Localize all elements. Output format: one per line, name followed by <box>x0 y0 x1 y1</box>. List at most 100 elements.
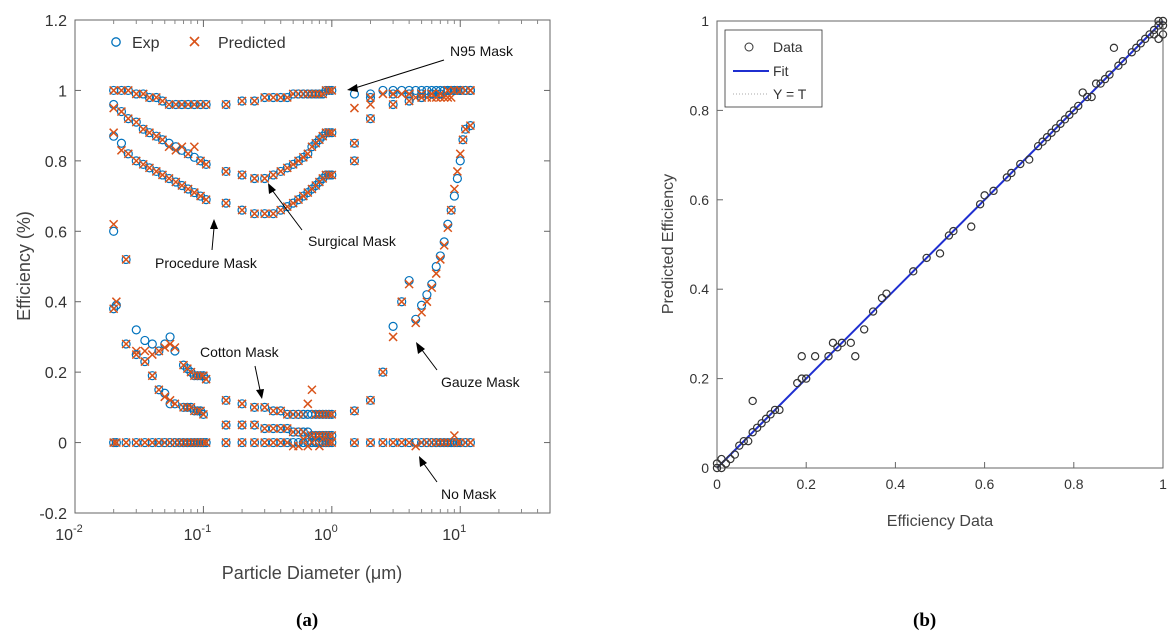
exp-point <box>416 437 427 448</box>
exp-point <box>422 290 432 300</box>
data-point <box>802 374 811 383</box>
plot-frame-a <box>74 19 551 514</box>
data-point <box>1007 168 1016 178</box>
annotation-gauze: Gauze Mask <box>441 374 521 390</box>
exp-point <box>198 437 209 448</box>
exp-point <box>455 85 465 96</box>
exp-point <box>446 205 456 215</box>
exp-point <box>237 437 247 448</box>
legend-identity-label: Y = T <box>773 86 807 102</box>
predicted-point <box>314 409 324 419</box>
predicted-point <box>131 350 141 360</box>
arrow-gauze <box>421 349 438 371</box>
predicted-point <box>121 339 131 349</box>
exp-point <box>455 156 465 166</box>
predicted-point <box>249 438 260 448</box>
predicted-point <box>435 254 445 264</box>
exp-point <box>116 85 127 96</box>
data-point <box>1114 61 1123 70</box>
data-point <box>1145 30 1154 39</box>
exp-point <box>221 420 231 430</box>
predicted-point <box>349 438 359 448</box>
predicted-point <box>165 395 175 405</box>
axis-ticks-b: 0 0.2 0.4 0.6 0.8 1 0 0.2 0.4 0.6 0.8 1 <box>690 13 1168 492</box>
exp-point <box>160 437 170 448</box>
data-point <box>810 352 820 361</box>
predicted-point <box>446 205 456 215</box>
predicted-point <box>268 438 278 448</box>
exp-point <box>303 149 313 159</box>
exp-point <box>288 427 298 437</box>
exp-point <box>147 371 157 381</box>
data-point <box>1078 88 1087 97</box>
data-point <box>868 307 878 316</box>
exp-point <box>221 99 231 110</box>
data-point <box>837 338 847 348</box>
data-point <box>1149 25 1159 35</box>
exp-point <box>465 437 476 448</box>
predicted-point <box>282 92 292 103</box>
data-point <box>1140 34 1150 44</box>
exp-point <box>109 226 119 236</box>
predicted-point <box>465 85 475 95</box>
data-point <box>935 249 945 258</box>
exp-point <box>198 409 209 419</box>
exp-point <box>249 437 260 448</box>
predicted-point <box>439 240 449 250</box>
predicted-point <box>109 103 119 113</box>
exp-point <box>121 339 131 349</box>
predicted-point <box>404 279 414 289</box>
data-point <box>748 396 757 406</box>
y-tick-label-a: -0.2 <box>39 506 67 523</box>
x-tick-label-b: 0.8 <box>1064 476 1084 492</box>
predicted-point <box>324 85 334 95</box>
x-tick-label-b: 0.4 <box>886 476 906 492</box>
data-point <box>770 405 780 415</box>
exp-point <box>324 128 334 138</box>
predicted-point <box>144 92 154 103</box>
exp-point <box>123 149 133 159</box>
data-point <box>775 405 784 415</box>
predicted-point <box>121 254 131 264</box>
predicted-point <box>260 173 270 183</box>
predicted-point <box>249 173 260 183</box>
predicted-point <box>201 195 211 205</box>
exp-point <box>237 399 247 409</box>
predicted-point <box>307 385 317 395</box>
predicted-point <box>422 297 432 307</box>
exp-point <box>288 409 298 419</box>
data-point <box>739 436 748 446</box>
exp-point <box>458 135 468 145</box>
data-point <box>757 419 766 428</box>
exp-point <box>201 99 211 110</box>
exp-point <box>349 156 360 166</box>
predicted-point <box>221 198 231 208</box>
predicted-point <box>298 434 308 444</box>
exp-point <box>365 395 376 405</box>
exp-point <box>237 96 247 106</box>
predicted-point <box>327 85 337 95</box>
predicted-point <box>131 438 141 448</box>
y-axis-label-a: Efficiency (%) <box>14 211 34 321</box>
data-point <box>1158 30 1168 39</box>
y-tick-label-b: 0.4 <box>690 281 710 297</box>
predicted-point <box>293 441 304 451</box>
arrowhead-nomask <box>419 456 427 467</box>
predicted-point <box>282 202 292 212</box>
predicted-point <box>260 423 270 434</box>
exp-point <box>109 437 119 448</box>
predicted-point <box>186 438 196 448</box>
predicted-point <box>397 89 407 99</box>
y-tick-label-a: 0.2 <box>45 365 67 382</box>
predicted-point <box>349 103 359 113</box>
data-point <box>1038 137 1047 146</box>
predicted-point <box>237 205 247 215</box>
exp-point <box>327 409 337 419</box>
exp-point <box>237 420 247 430</box>
predicted-point <box>189 142 199 152</box>
arrow-nomask <box>423 463 438 483</box>
exp-point <box>177 99 187 110</box>
exp-point <box>201 194 211 205</box>
data-point <box>1158 21 1168 30</box>
